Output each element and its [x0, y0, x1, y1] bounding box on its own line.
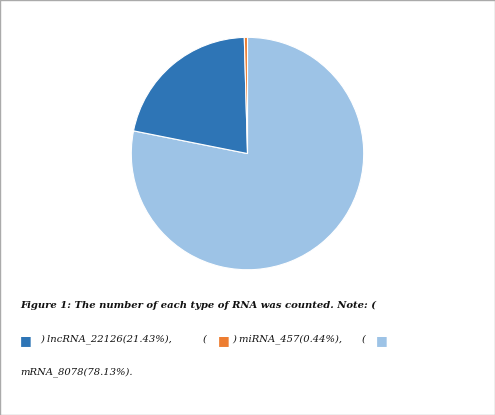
Text: ) lncRNA_22126(21.43%),: ) lncRNA_22126(21.43%),: [41, 334, 172, 344]
Text: Figure 1: The number of each type of RNA was counted. Note: (: Figure 1: The number of each type of RNA…: [20, 301, 376, 310]
Text: (: (: [203, 334, 207, 343]
Text: ■: ■: [20, 334, 32, 347]
Text: (: (: [361, 334, 365, 343]
Text: ) miRNA_457(0.44%),: ) miRNA_457(0.44%),: [233, 334, 343, 344]
Wedge shape: [245, 37, 248, 154]
Text: mRNA_8078(78.13%).: mRNA_8078(78.13%).: [20, 367, 132, 377]
Wedge shape: [131, 37, 364, 270]
Text: ■: ■: [376, 334, 388, 347]
Wedge shape: [134, 37, 248, 154]
Text: ■: ■: [218, 334, 230, 347]
